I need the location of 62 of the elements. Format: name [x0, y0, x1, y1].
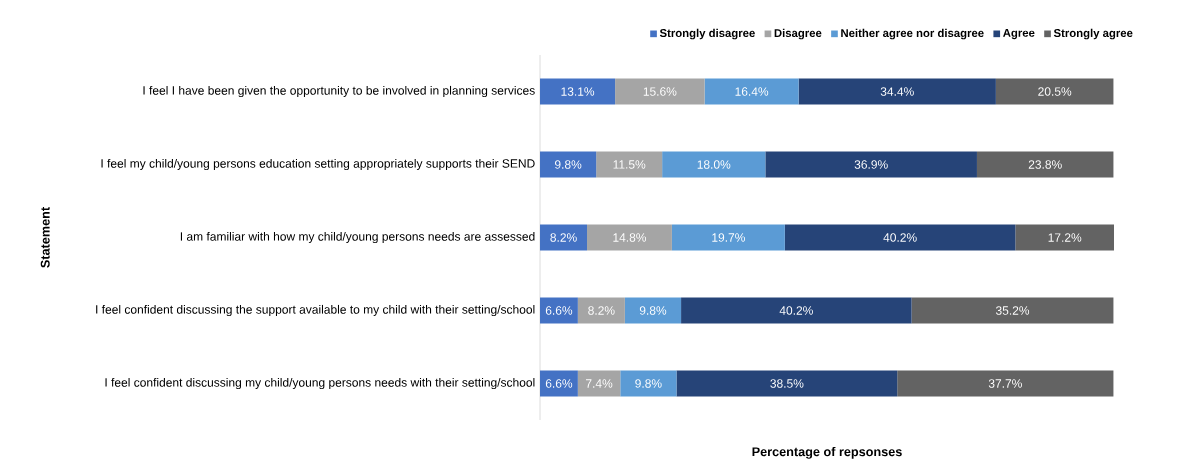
- bar: [1015, 224, 1114, 251]
- bar: [911, 297, 1114, 324]
- bar: [587, 224, 672, 251]
- bar: [704, 78, 799, 105]
- bar: [577, 370, 621, 397]
- bar: [540, 297, 578, 324]
- data-label: 15.6%: [643, 87, 677, 96]
- data-label: 13.1%: [561, 87, 595, 96]
- data-label: 40.2%: [883, 233, 917, 242]
- legend-label: Strongly disagree: [659, 28, 755, 40]
- bar: [540, 151, 597, 178]
- data-label: 8.2%: [550, 233, 577, 242]
- data-label: 9.8%: [635, 379, 662, 388]
- legend-label: Neither agree nor disagree: [841, 28, 984, 40]
- data-label: 14.8%: [613, 233, 647, 242]
- bar: [897, 370, 1114, 397]
- data-label: 19.7%: [712, 233, 745, 242]
- bar: [624, 297, 682, 324]
- data-label: 9.8%: [639, 306, 667, 315]
- bar: [596, 151, 663, 178]
- y-tick-label: I feel I have been given the opportunity to be involved in planning services: [143, 85, 535, 98]
- x-axis-title: Percentage of repsonses: [752, 446, 902, 459]
- bar: [540, 370, 578, 397]
- bar: [540, 78, 616, 105]
- bar: [995, 78, 1114, 105]
- data-label: 8.2%: [588, 306, 615, 315]
- data-label: 38.5%: [770, 379, 804, 388]
- data-label: 18.0%: [697, 160, 731, 169]
- y-tick-label: I feel my child/young persons education setting appropriately supports their SEND: [101, 158, 535, 171]
- bar: [577, 297, 625, 324]
- data-label: 9.8%: [555, 160, 582, 169]
- data-label: 11.5%: [613, 160, 646, 169]
- bar: [662, 151, 766, 178]
- bar: [615, 78, 705, 105]
- data-label: 40.2%: [779, 306, 813, 315]
- data-label: 17.2%: [1048, 233, 1082, 242]
- data-label: 6.6%: [545, 379, 573, 388]
- data-label: 34.4%: [880, 87, 914, 96]
- data-label: 36.9%: [854, 160, 888, 169]
- legend-label: Disagree: [774, 28, 822, 40]
- bar: [676, 370, 898, 397]
- y-axis-title: Statement: [40, 207, 50, 268]
- bar: [976, 151, 1114, 178]
- data-label: 20.5%: [1038, 87, 1072, 96]
- bar: [681, 297, 912, 324]
- bar: [540, 224, 588, 251]
- legend-label: Agree: [1003, 28, 1035, 40]
- data-label: 37.7%: [988, 379, 1022, 388]
- y-tick-label: I feel confident discussing my child/young persons needs with their setting/school: [105, 377, 535, 390]
- y-tick-label: I feel confident discussing the support available to my child with their setting/school: [96, 304, 535, 317]
- bar: [671, 224, 785, 251]
- data-label: 23.8%: [1028, 160, 1062, 169]
- data-label: 16.4%: [735, 87, 769, 96]
- bar: [765, 151, 977, 178]
- bar: [798, 78, 996, 105]
- data-label: 7.4%: [586, 379, 613, 388]
- data-label: 6.6%: [545, 306, 573, 315]
- legend-label: Strongly agree: [1053, 28, 1133, 40]
- data-label: 35.2%: [995, 306, 1030, 315]
- y-tick-label: I am familiar with how my child/young persons needs are assessed: [180, 231, 535, 244]
- bar: [620, 370, 677, 397]
- bar: [784, 224, 1016, 251]
